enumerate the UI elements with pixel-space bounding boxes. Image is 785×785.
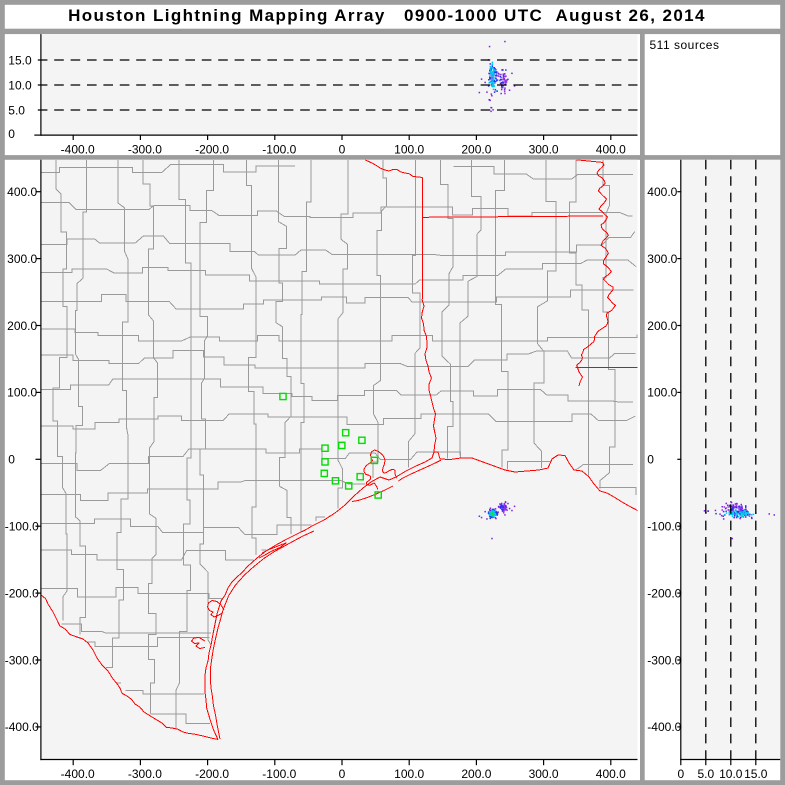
svg-text:100.0: 100.0	[647, 386, 677, 400]
svg-text:200.0: 200.0	[461, 767, 491, 781]
svg-text:-100.0: -100.0	[262, 767, 296, 781]
svg-text:-300.0: -300.0	[5, 653, 39, 667]
svg-text:0: 0	[8, 127, 15, 141]
svg-text:15.0: 15.0	[8, 53, 32, 67]
svg-text:0: 0	[647, 453, 654, 467]
svg-text:-200.0: -200.0	[647, 586, 681, 600]
svg-text:200.0: 200.0	[7, 319, 37, 333]
svg-text:0: 0	[339, 767, 346, 781]
svg-text:-200.0: -200.0	[195, 142, 229, 156]
svg-text:0: 0	[339, 142, 346, 156]
svg-text:100.0: 100.0	[7, 386, 37, 400]
svg-text:-200.0: -200.0	[5, 586, 39, 600]
svg-text:100.0: 100.0	[394, 142, 424, 156]
svg-text:300.0: 300.0	[647, 252, 677, 266]
svg-text:-400.0: -400.0	[61, 767, 95, 781]
svg-text:400.0: 400.0	[596, 767, 626, 781]
svg-text:-100.0: -100.0	[647, 520, 681, 534]
svg-text:400.0: 400.0	[7, 185, 37, 199]
svg-text:-300.0: -300.0	[128, 142, 162, 156]
svg-text:5.0: 5.0	[8, 103, 25, 117]
svg-text:15.0: 15.0	[744, 767, 768, 781]
svg-text:0: 0	[677, 767, 684, 781]
svg-text:400.0: 400.0	[647, 185, 677, 199]
svg-text:-400.0: -400.0	[61, 142, 95, 156]
svg-text:10.0: 10.0	[719, 767, 743, 781]
svg-text:-400.0: -400.0	[5, 720, 39, 734]
svg-text:-300.0: -300.0	[647, 653, 681, 667]
svg-text:Houston Lightning Mapping Arra: Houston Lightning Mapping Array 0900-100…	[68, 6, 706, 25]
svg-text:-100.0: -100.0	[5, 520, 39, 534]
svg-text:0: 0	[8, 453, 15, 467]
svg-text:-300.0: -300.0	[128, 767, 162, 781]
svg-text:100.0: 100.0	[394, 767, 424, 781]
svg-text:-400.0: -400.0	[647, 720, 681, 734]
svg-text:200.0: 200.0	[647, 319, 677, 333]
svg-text:300.0: 300.0	[529, 767, 559, 781]
svg-text:511 sources: 511 sources	[650, 38, 720, 52]
svg-text:300.0: 300.0	[529, 142, 559, 156]
svg-text:-100.0: -100.0	[262, 142, 296, 156]
svg-text:300.0: 300.0	[7, 252, 37, 266]
svg-text:10.0: 10.0	[8, 78, 32, 92]
svg-text:200.0: 200.0	[461, 142, 491, 156]
svg-text:400.0: 400.0	[596, 142, 626, 156]
svg-text:5.0: 5.0	[697, 767, 714, 781]
svg-text:-200.0: -200.0	[195, 767, 229, 781]
